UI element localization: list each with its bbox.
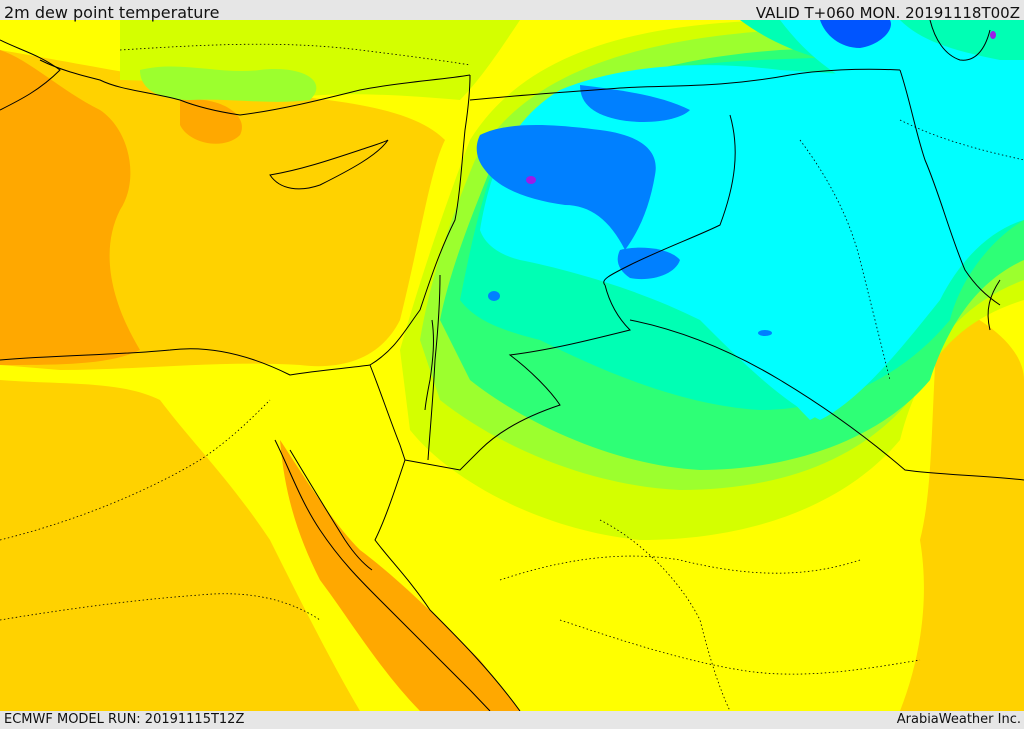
border-syria-iraq [603, 114, 736, 286]
coastline-levant [0, 74, 471, 376]
field-orange-west-med [0, 50, 140, 365]
province-boundaries [0, 43, 1024, 711]
province-line-iraq-1 [799, 139, 891, 381]
field-orange-east-med [180, 99, 242, 144]
credit-label: ArabiaWeather Inc. [896, 712, 1021, 727]
border-turkey-syria [469, 68, 901, 101]
field-purple-spot-north [990, 31, 996, 39]
field-blue-turkey-south [580, 85, 690, 122]
field-purple-spot [526, 176, 536, 184]
border-iraq-saudi [629, 319, 1024, 481]
coastline-gulf-north [987, 279, 1001, 331]
province-line-saudi-1 [499, 555, 861, 581]
field-blue-spot-jordan [488, 291, 500, 301]
province-line-sudan [0, 593, 321, 621]
province-line-iran [899, 119, 1024, 161]
province-line-turkey [119, 43, 471, 66]
field-cyan-gulf [700, 250, 860, 420]
field-blue-iraq-west [617, 247, 680, 280]
border-iraq-iran [899, 69, 1001, 306]
border-jordan-saudi [404, 284, 631, 471]
coastline-turkey [39, 59, 471, 116]
field-orange-red-sea [280, 440, 520, 711]
dew-point-map [0, 20, 1024, 711]
border-israel-jordan [427, 274, 441, 461]
field-blue-caspian [820, 20, 891, 48]
footer-bar: ECMWF MODEL RUN: 20191115T12Z ArabiaWeat… [0, 711, 1024, 729]
country-borders [369, 68, 1024, 481]
coastline-red-sea-east [374, 459, 521, 711]
coastline-aegean [0, 39, 61, 111]
field-blue-syria [476, 125, 656, 250]
coastline-red-sea-west [274, 439, 491, 711]
model-run-label: ECMWF MODEL RUN: 20191115T12Z [4, 712, 245, 727]
field-dark-yellow-arabia [900, 300, 1024, 711]
coastline-gulf-suez [289, 449, 373, 571]
coastline-dead-sea [424, 319, 434, 411]
coastlines [0, 20, 1001, 711]
header-bar: 2m dew point temperature VALID T+060 MON… [0, 0, 1024, 22]
field-dark-yellow-egypt [0, 380, 360, 711]
field-cyan-iran-north [780, 20, 1024, 140]
coastline-cyprus [269, 139, 389, 190]
coastline-caspian [929, 20, 991, 61]
field-blue-spot-iraq [758, 330, 772, 336]
map-canvas [0, 20, 1024, 711]
map-title: 2m dew point temperature [4, 3, 220, 22]
field-light-green-north [140, 66, 317, 102]
border-egypt-israel [369, 364, 406, 461]
valid-time: VALID T+060 MON. 20191118T00Z [755, 4, 1020, 22]
